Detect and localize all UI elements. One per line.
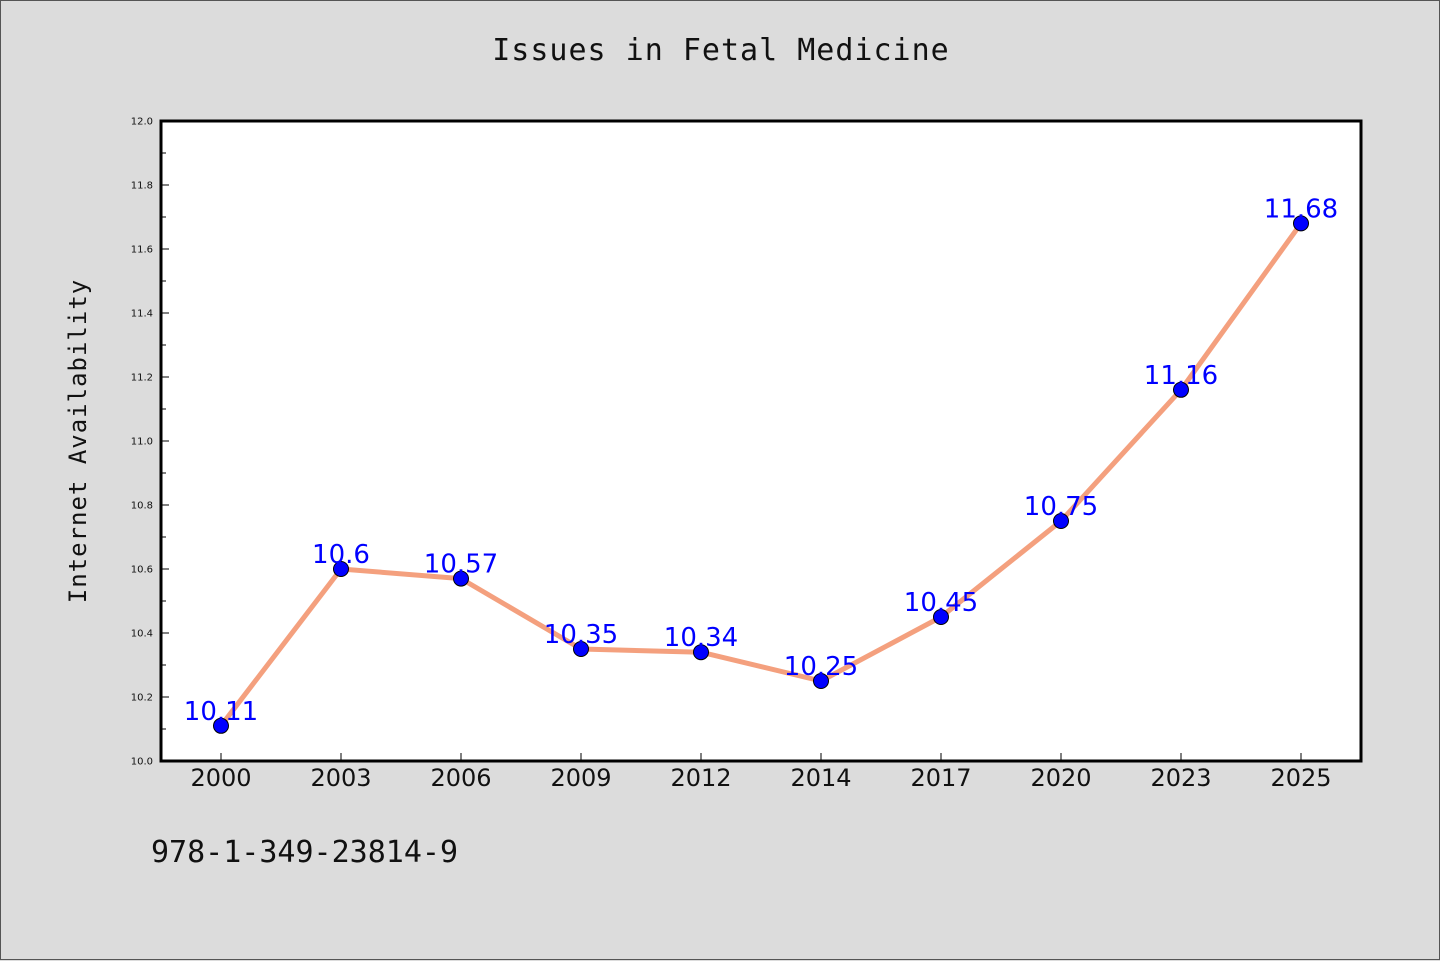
data-point	[453, 570, 469, 587]
y-tick-label: 10.8	[131, 501, 153, 512]
x-axis: 2000 2003 2006 2009 2012 2014 2017 2020 2023 2025	[190, 753, 1332, 792]
data-label: 11.16	[1144, 361, 1218, 391]
y-tick-label: 12.0	[131, 117, 153, 128]
data-label: 10.6	[312, 540, 370, 570]
x-tick-label: 2000	[190, 764, 251, 792]
y-axis: 10.0 10.2 10.4 10.6 10.8 11.0 11.2 11.4 11.6 11.8…	[131, 117, 169, 768]
x-tick-label: 2020	[1030, 764, 1091, 792]
data-point	[933, 609, 949, 625]
data-label: 10.45	[904, 588, 978, 618]
x-tick-label: 2017	[910, 764, 971, 792]
data-point	[1053, 513, 1069, 529]
data-point	[333, 561, 349, 577]
data-label: 10.57	[424, 550, 498, 580]
y-tick-label: 10.2	[131, 693, 153, 704]
y-tick-label: 11.6	[131, 245, 153, 256]
data-label: 10.11	[184, 697, 258, 727]
data-label: 11.68	[1264, 194, 1338, 224]
x-tick-label: 2003	[310, 764, 371, 792]
chart-title: Issues in Fetal Medicine	[492, 33, 950, 68]
data-labels: 10.11 10.6 10.57 10.35 10.34 10.25 10.45 10.75 1…	[184, 194, 1338, 726]
x-tick-label: 2009	[550, 764, 611, 792]
x-tick-label: 2012	[670, 764, 731, 792]
series-line	[213, 215, 1309, 734]
x-tick-label: 2014	[790, 764, 851, 792]
data-point	[813, 673, 829, 689]
data-point	[1173, 381, 1189, 398]
data-label: 10.75	[1024, 492, 1098, 522]
y-tick-label: 11.8	[131, 181, 153, 192]
data-point	[573, 641, 589, 657]
x-tick-label: 2025	[1270, 764, 1331, 792]
data-label: 10.25	[784, 652, 858, 682]
y-tick-label: 10.0	[131, 757, 153, 768]
y-tick-label: 11.4	[131, 309, 153, 320]
data-label: 10.35	[544, 620, 618, 650]
isbn-code: 978-1-349-23814-9	[151, 835, 459, 870]
y-tick-label: 10.4	[131, 629, 153, 640]
x-tick-label: 2023	[1150, 764, 1211, 792]
y-tick-label: 11.0	[131, 437, 153, 448]
data-point	[1293, 215, 1309, 232]
data-label: 10.34	[664, 623, 738, 653]
x-tick-label: 2006	[430, 764, 491, 792]
plot-frame	[159, 119, 1363, 763]
y-tick-label: 10.6	[131, 565, 153, 576]
plot-area	[161, 121, 1361, 761]
series-polyline	[218, 220, 1304, 729]
data-point	[213, 717, 229, 734]
y-tick-label: 11.2	[131, 373, 153, 384]
data-point	[693, 644, 709, 661]
